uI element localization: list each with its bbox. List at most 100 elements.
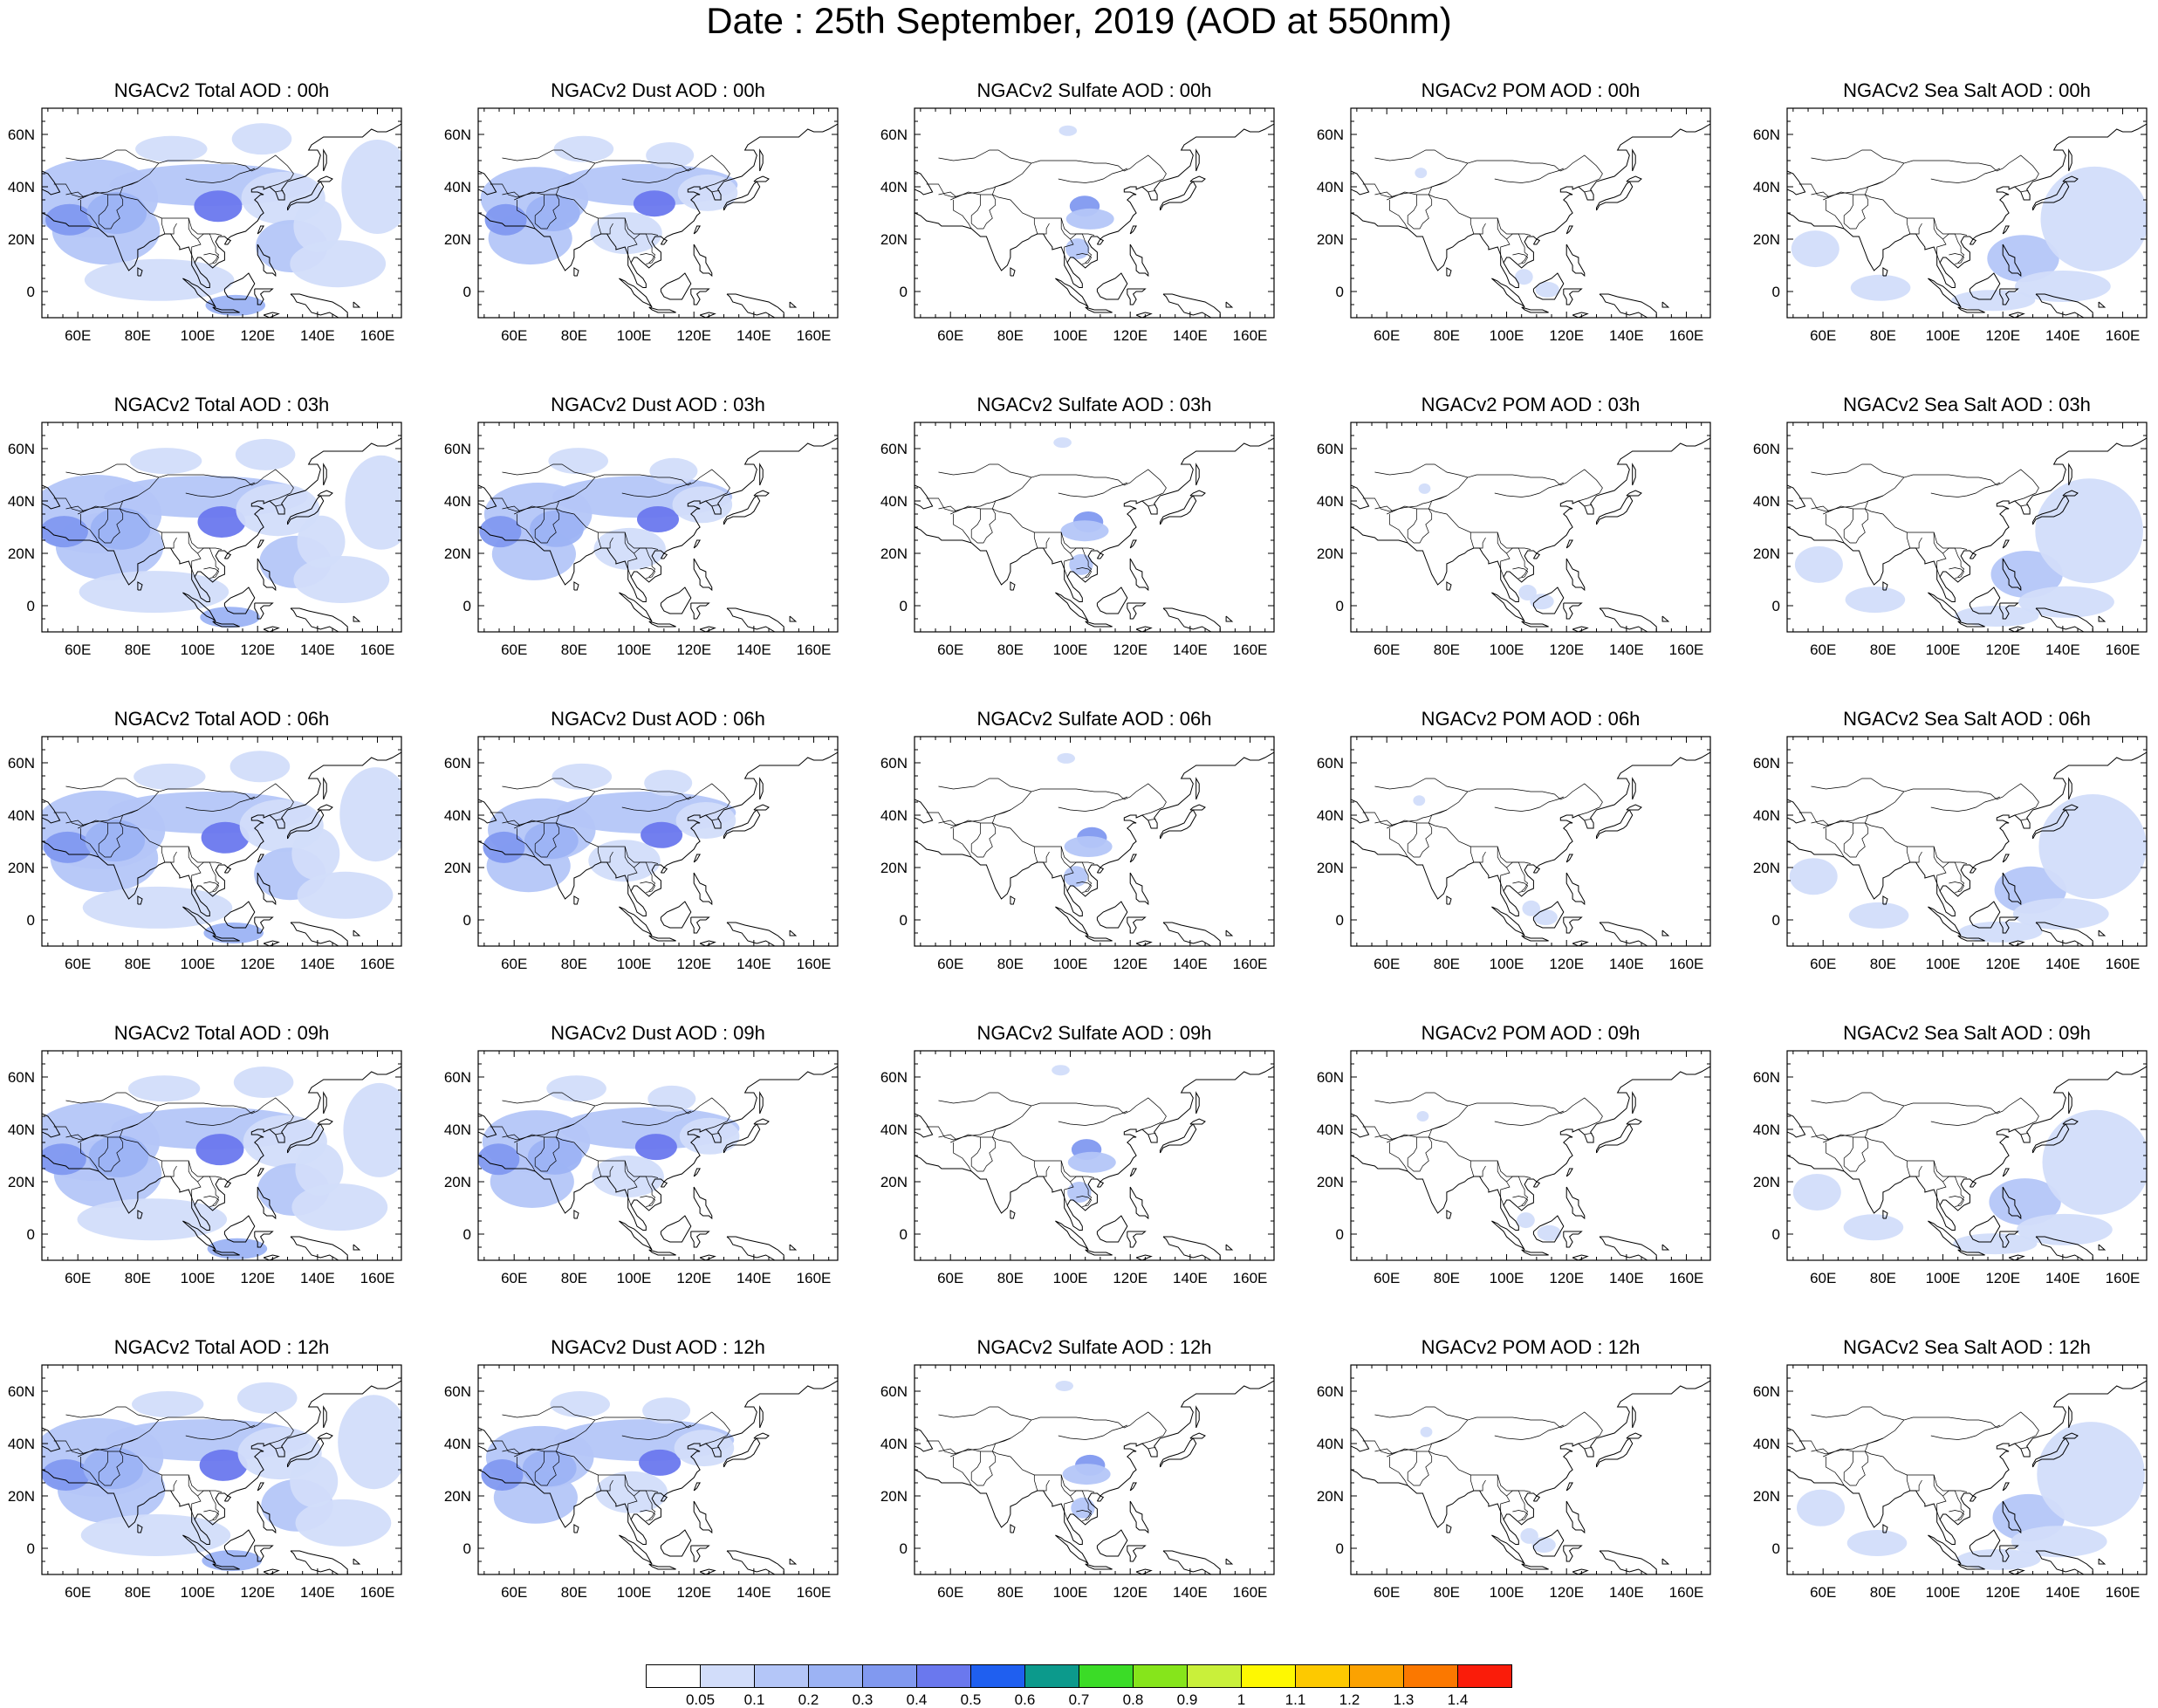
aod-patch <box>2038 794 2147 899</box>
x-tick-label: 80E <box>125 1270 151 1286</box>
aod-patch <box>1067 1182 1092 1203</box>
y-tick-label: 0 <box>27 598 35 614</box>
aod-field <box>42 108 401 318</box>
x-tick-label: 160E <box>2106 1584 2141 1601</box>
x-tick-label: 160E <box>797 956 832 972</box>
aod-patch <box>546 1075 606 1102</box>
axis-ticks <box>1351 1364 1710 1575</box>
x-tick-label: 160E <box>1233 327 1268 344</box>
aod-field <box>1351 1365 1710 1574</box>
coastlines <box>42 437 401 632</box>
aod-patch <box>590 212 662 255</box>
x-tick-label: 120E <box>1985 1270 2020 1286</box>
x-tick-label: 120E <box>1113 956 1148 972</box>
x-tick-label: 120E <box>676 641 711 658</box>
coastlines <box>1351 1066 1710 1260</box>
x-tick-label: 120E <box>676 956 711 972</box>
y-tick-label: 40N <box>880 179 908 195</box>
coastlines <box>42 1380 401 1574</box>
x-tick-label: 160E <box>1669 1270 1704 1286</box>
aod-patch <box>2012 898 2109 930</box>
y-tick-label: 20N <box>8 1174 35 1190</box>
x-tick-label: 60E <box>937 1270 963 1286</box>
x-tick-label: 120E <box>240 956 275 972</box>
panel-title: NGACv2 Total AOD : 12h <box>113 1336 330 1358</box>
y-tick-label: 60N <box>1753 1383 1780 1400</box>
x-tick-label: 140E <box>1173 956 1208 972</box>
aod-map: 60E 80E 100E 120E 140E 160E 60N 40N 20N 0 <box>1317 1364 1711 1601</box>
aod-patch <box>1850 274 1911 301</box>
aod-map: 60E 80E 100E 120E 140E 160E 60N 40N 20N 0 <box>1317 422 1711 658</box>
aod-patch <box>203 923 264 943</box>
x-tick-label: 140E <box>2045 327 2080 344</box>
y-tick-label: 20N <box>1317 545 1344 562</box>
x-tick-label: 80E <box>561 1270 587 1286</box>
aod-map: 60E 80E 100E 120E 140E 160E 60N 40N 20N 0 <box>1317 736 1711 972</box>
aod-patch <box>1531 1537 1556 1554</box>
axis-ticks <box>1787 422 2147 633</box>
x-tick-label: 120E <box>240 327 275 344</box>
aod-patch <box>293 556 390 603</box>
aod-patch <box>642 1397 691 1424</box>
x-tick-label: 100E <box>1053 327 1088 344</box>
y-tick-label: 60N <box>1753 127 1780 143</box>
x-tick-label: 100E <box>617 1584 652 1601</box>
y-tick-label: 40N <box>880 807 908 824</box>
panel-title: NGACv2 POM AOD : 03h <box>1421 394 1641 415</box>
y-tick-label: 0 <box>1772 912 1780 929</box>
y-tick-label: 60N <box>1317 127 1344 143</box>
y-tick-label: 0 <box>1336 912 1344 929</box>
map-panel: NGACv2 Dust AOD : 12h 60E 80E 100E 120E 140E 1… <box>436 1334 855 1639</box>
aod-patch <box>338 1395 401 1490</box>
aod-field <box>915 737 1274 946</box>
aod-patch <box>633 190 675 217</box>
coastlines <box>478 751 838 946</box>
aod-patch <box>236 484 320 537</box>
x-tick-label: 80E <box>997 1270 1024 1286</box>
panel-title: NGACv2 POM AOD : 09h <box>1421 1022 1641 1044</box>
axis-ticks <box>478 1050 838 1261</box>
y-tick-label: 0 <box>463 598 471 614</box>
x-tick-label: 140E <box>736 1270 771 1286</box>
map-panel: NGACv2 POM AOD : 03h 60E 80E 100E 120E 140E 16… <box>1309 391 1728 696</box>
aod-patch <box>297 515 346 568</box>
colorbar-label: 1.4 <box>1448 1691 1469 1708</box>
x-tick-label: 100E <box>181 1270 216 1286</box>
y-tick-label: 0 <box>463 1540 471 1557</box>
aod-patch <box>84 258 235 301</box>
x-tick-label: 140E <box>2045 641 2080 658</box>
colorbar-swatch <box>700 1664 755 1688</box>
colorbar-label: 1.3 <box>1394 1691 1415 1708</box>
y-tick-label: 40N <box>1317 179 1344 195</box>
x-tick-label: 120E <box>1113 327 1148 344</box>
panel-title: NGACv2 Sea Salt AOD : 09h <box>1843 1022 2091 1044</box>
y-tick-label: 20N <box>880 231 908 248</box>
x-tick-label: 140E <box>736 1584 771 1601</box>
x-tick-label: 80E <box>561 956 587 972</box>
y-tick-label: 20N <box>444 1488 471 1505</box>
aod-patch <box>88 1135 149 1177</box>
aod-patch <box>1058 125 1078 136</box>
y-tick-label: 40N <box>8 1436 35 1452</box>
x-tick-label: 60E <box>1810 327 1836 344</box>
aod-field <box>915 108 1274 318</box>
aod-patch <box>293 200 342 252</box>
y-tick-label: 20N <box>8 231 35 248</box>
page-title: Date : 25th September, 2019 (AOD at 550n… <box>706 0 1452 41</box>
x-tick-label: 140E <box>300 641 335 658</box>
panel-title: NGACv2 Dust AOD : 12h <box>551 1336 765 1358</box>
map-panel: NGACv2 POM AOD : 12h 60E 80E 100E 120E 140E 16… <box>1309 1334 1728 1639</box>
axis-ticks <box>915 1364 1274 1575</box>
aod-field <box>42 737 401 946</box>
axis-ticks <box>1351 422 1710 633</box>
colorbar-label: 0.7 <box>1069 1691 1090 1708</box>
aod-patch <box>647 1085 696 1112</box>
aod-patch <box>2037 1422 2145 1527</box>
y-tick-label: 0 <box>1772 1226 1780 1243</box>
map-panel: NGACv2 Sulfate AOD : 00h 60E 80E 100E 120E 14… <box>873 77 1291 382</box>
x-tick-label: 100E <box>617 641 652 658</box>
axis-ticks <box>478 1364 838 1575</box>
aod-patch <box>1418 483 1431 494</box>
x-tick-label: 160E <box>1669 641 1704 658</box>
aod-patch <box>1989 1178 2061 1226</box>
